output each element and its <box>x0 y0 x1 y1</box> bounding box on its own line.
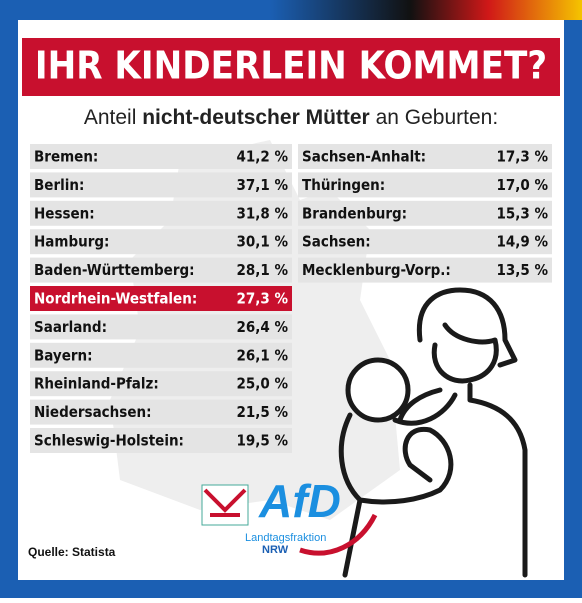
row-value: 25,0 % <box>236 375 288 393</box>
row-label: Hamburg: <box>34 233 109 251</box>
row-value: 14,9 % <box>496 233 548 251</box>
row-value: 17,0 % <box>496 176 548 194</box>
row-label: Bayern: <box>34 346 93 364</box>
row-background <box>30 257 292 283</box>
row-value: 19,5 % <box>236 432 288 450</box>
row-value: 41,2 % <box>236 148 288 166</box>
title-banner <box>22 38 560 96</box>
row-background <box>298 229 552 255</box>
row-background <box>30 172 292 198</box>
row-background <box>30 399 292 425</box>
row-label: Thüringen: <box>302 176 385 194</box>
row-background <box>30 144 292 169</box>
row-value: 17,3 % <box>496 148 548 166</box>
row-value: 27,3 % <box>236 290 288 308</box>
logo-arrow <box>299 513 378 556</box>
row-background <box>30 314 292 340</box>
row-label: Niedersachsen: <box>34 403 152 421</box>
subtitle-bold: nicht-deutscher Mütter <box>142 106 370 129</box>
nrw-emblem-mark <box>203 488 247 517</box>
row-label: Sachsen-Anhalt: <box>302 148 426 166</box>
row-value: 21,5 % <box>236 403 288 421</box>
subtitle-part: an Geburten: <box>370 106 498 129</box>
row-value: 13,5 % <box>496 261 548 279</box>
row-background <box>30 229 292 255</box>
title: IHR KINDERLEIN KOMMET? <box>35 44 547 88</box>
row-label: Schleswig-Holstein: <box>34 432 184 450</box>
row-label: Rheinland-Pfalz: <box>34 375 159 393</box>
row-value: 28,1 % <box>236 261 288 279</box>
row-value: 31,8 % <box>236 204 288 222</box>
row-label: Baden-Württemberg: <box>34 261 195 279</box>
row-background <box>298 200 552 226</box>
subtitle-part: Anteil <box>84 106 142 129</box>
row-value: 30,1 % <box>236 233 288 251</box>
row-background <box>298 172 552 198</box>
flag-stripe <box>270 0 582 20</box>
row-background <box>298 257 552 283</box>
row-value: 15,3 % <box>496 204 548 222</box>
row-label: Mecklenburg-Vorp.: <box>302 261 451 279</box>
row-background <box>30 371 292 397</box>
nrw-emblem <box>201 484 249 526</box>
row-value: 37,1 % <box>236 176 288 194</box>
subtitle: Anteil nicht-deutscher Mütter an Geburte… <box>84 106 498 129</box>
mother-illustration <box>338 287 528 578</box>
row-background <box>298 144 552 169</box>
row-label: Brandenburg: <box>302 204 407 222</box>
row-background <box>30 428 292 453</box>
row-label: Hessen: <box>34 204 95 222</box>
logo-line1: Landtagsfraktion <box>245 532 326 544</box>
row-label: Saarland: <box>34 318 107 336</box>
row-label: Berlin: <box>34 176 84 194</box>
row-value: 26,1 % <box>236 346 288 364</box>
row-background <box>30 342 292 368</box>
row-background <box>30 200 292 226</box>
row-label: Bremen: <box>34 148 98 166</box>
row-value: 26,4 % <box>236 318 288 336</box>
row-label: Nordrhein-Westfalen: <box>34 290 197 308</box>
logo-line2: NRW <box>262 544 289 556</box>
row-background <box>30 286 292 311</box>
source: Quelle: Statista <box>28 545 116 559</box>
logo-name: AfD <box>258 475 341 527</box>
row-label: Sachsen: <box>302 233 371 251</box>
